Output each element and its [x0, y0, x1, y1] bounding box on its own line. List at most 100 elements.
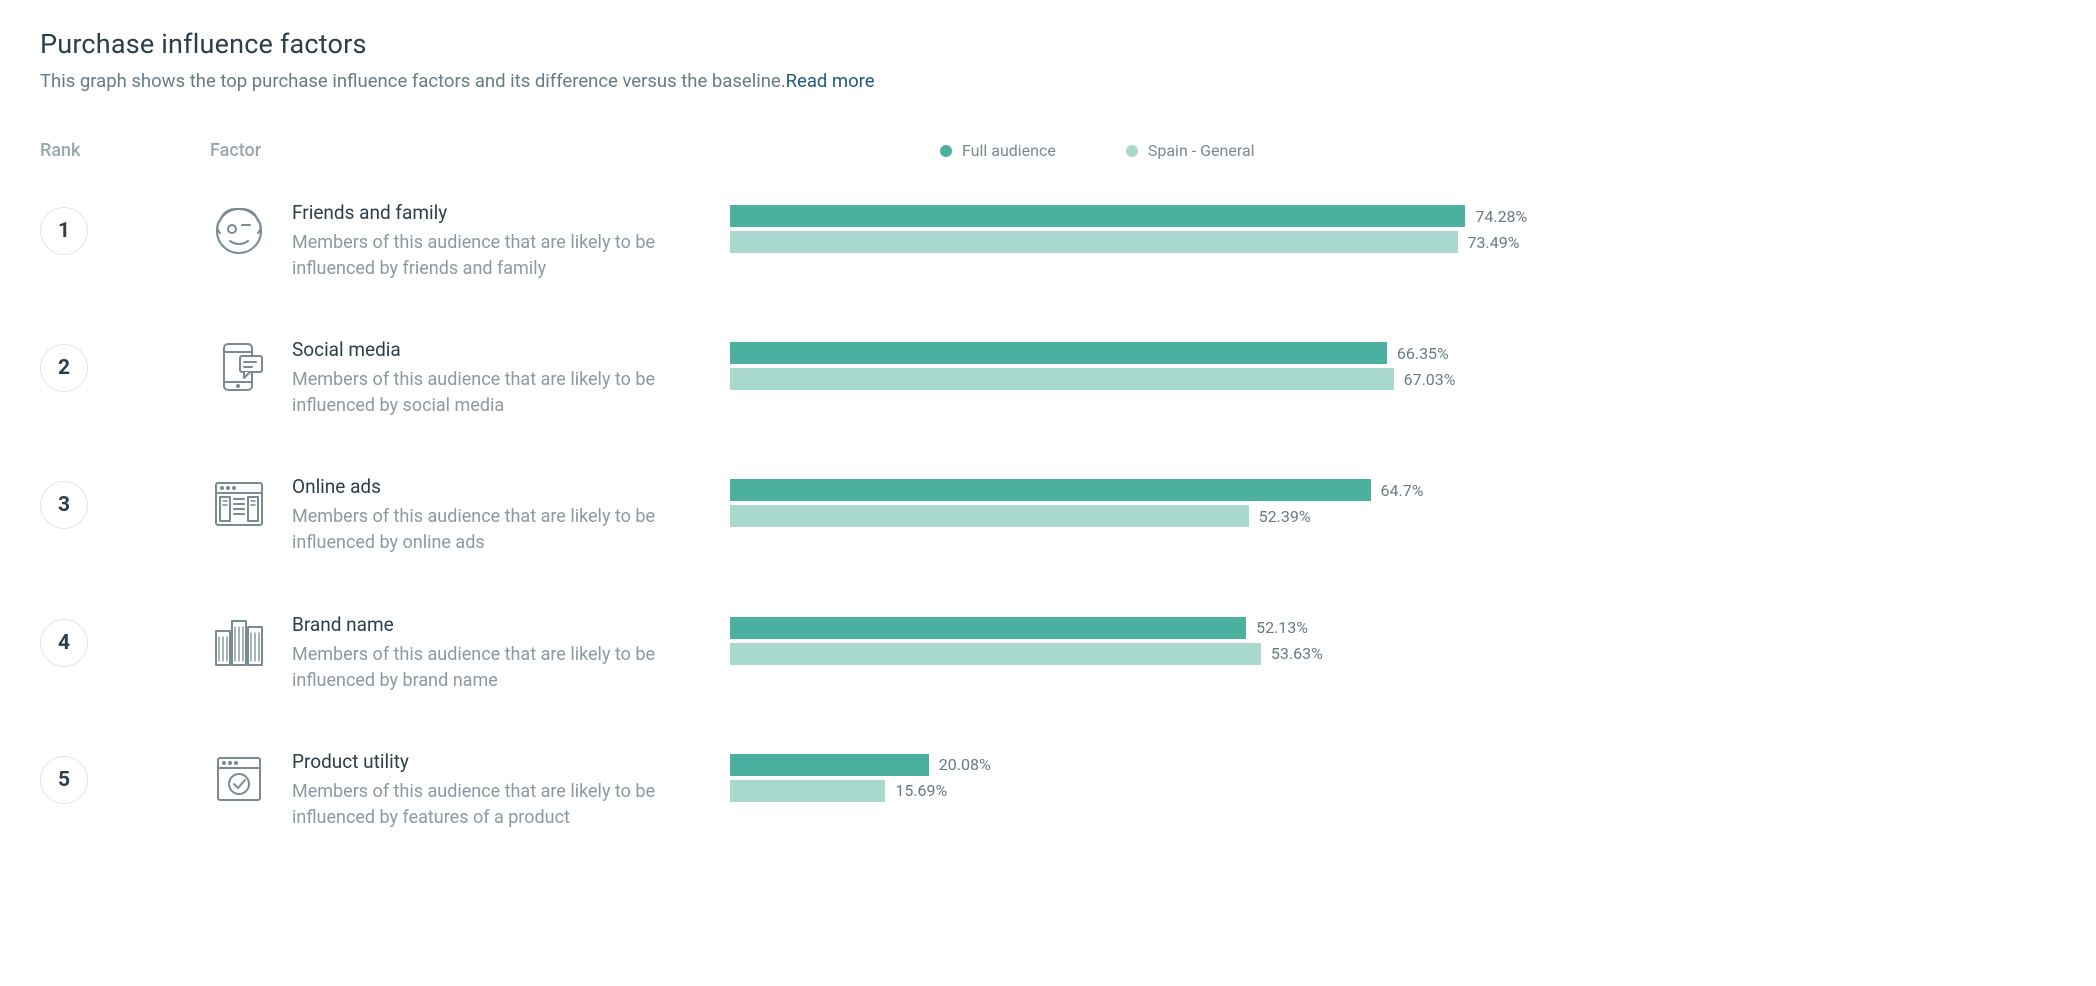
bar-value-label: 15.69%: [895, 781, 947, 800]
legend-swatch: [940, 145, 952, 157]
factor-col: Product utility Members of this audience …: [210, 750, 730, 831]
factor-name: Product utility: [292, 750, 700, 773]
factor-desc: Members of this audience that are likely…: [292, 504, 700, 556]
legend-label: Full audience: [962, 141, 1056, 160]
bar-fill: [730, 505, 1249, 527]
header-factor: Factor: [210, 140, 730, 161]
factor-col: Brand name Members of this audience that …: [210, 613, 730, 694]
bar-line: 52.13%: [730, 617, 2056, 639]
factor-name: Friends and family: [292, 201, 700, 224]
rank-badge: 5: [40, 756, 88, 804]
factor-col: Friends and family Members of this audien…: [210, 201, 730, 282]
rank-col: 3: [40, 475, 210, 529]
bar-line: 15.69%: [730, 780, 2056, 802]
bar-track: [730, 754, 929, 776]
bar-fill: [730, 617, 1246, 639]
bar-fill: [730, 231, 1458, 253]
rank-col: 1: [40, 201, 210, 255]
bar-value-label: 52.39%: [1259, 507, 1311, 526]
bar-value-label: 64.7%: [1381, 481, 1424, 500]
factor-text: Social media Members of this audience tha…: [292, 338, 730, 419]
bar-value-label: 66.35%: [1397, 344, 1449, 363]
bar-fill: [730, 342, 1387, 364]
subtitle-text: This graph shows the top purchase influe…: [40, 70, 786, 92]
rank-col: 2: [40, 338, 210, 392]
buildings-icon: [210, 613, 268, 671]
rank-badge: 1: [40, 207, 88, 255]
bar-track: [730, 479, 1371, 501]
bar-track: [730, 205, 1465, 227]
read-more-link[interactable]: Read more: [786, 70, 875, 92]
factor-desc: Members of this audience that are likely…: [292, 779, 700, 831]
bars-col: 52.13% 53.63%: [730, 613, 2056, 669]
legend-label: Spain - General: [1148, 141, 1255, 160]
bar-track: [730, 617, 1246, 639]
bars-col: 74.28% 73.49%: [730, 201, 2056, 257]
phone-icon: [210, 338, 268, 396]
rank-badge: 2: [40, 344, 88, 392]
bar-line: 73.49%: [730, 231, 2056, 253]
legend-item: Spain - General: [1126, 141, 1255, 160]
factor-row: 4 Brand name Members of this audience that…: [40, 613, 2056, 694]
bar-track: [730, 368, 1394, 390]
page-title: Purchase influence factors: [40, 28, 2056, 60]
utility-icon: [210, 750, 268, 808]
bar-track: [730, 643, 1261, 665]
factor-desc: Members of this audience that are likely…: [292, 367, 700, 419]
factor-row: 5 Product utility Members of this audience…: [40, 750, 2056, 831]
factor-name: Online ads: [292, 475, 700, 498]
rank-badge: 4: [40, 619, 88, 667]
bar-value-label: 53.63%: [1271, 644, 1323, 663]
bar-line: 66.35%: [730, 342, 2056, 364]
ads-icon: [210, 475, 268, 533]
face-icon: [210, 201, 268, 259]
bar-line: 52.39%: [730, 505, 2056, 527]
bar-fill: [730, 205, 1465, 227]
bars-col: 64.7% 52.39%: [730, 475, 2056, 531]
bar-value-label: 20.08%: [939, 755, 991, 774]
bar-value-label: 52.13%: [1256, 618, 1308, 637]
bar-fill: [730, 643, 1261, 665]
chart-rows: 1 Friends and family Members of this audie…: [40, 201, 2056, 831]
factor-text: Online ads Members of this audience that …: [292, 475, 730, 556]
bar-value-label: 74.28%: [1475, 207, 1527, 226]
rank-col: 4: [40, 613, 210, 667]
bar-line: 53.63%: [730, 643, 2056, 665]
bar-track: [730, 505, 1249, 527]
bar-line: 74.28%: [730, 205, 2056, 227]
rank-badge: 3: [40, 481, 88, 529]
factor-name: Brand name: [292, 613, 700, 636]
column-headers: Rank Factor Full audience Spain - General: [40, 140, 2056, 161]
bar-fill: [730, 479, 1371, 501]
factor-text: Friends and family Members of this audien…: [292, 201, 730, 282]
factor-name: Social media: [292, 338, 700, 361]
bar-line: 64.7%: [730, 479, 2056, 501]
factor-col: Online ads Members of this audience that …: [210, 475, 730, 556]
factor-desc: Members of this audience that are likely…: [292, 230, 700, 282]
bars-col: 20.08% 15.69%: [730, 750, 2056, 806]
factor-row: 1 Friends and family Members of this audie…: [40, 201, 2056, 282]
bar-value-label: 73.49%: [1468, 233, 1520, 252]
bar-track: [730, 780, 885, 802]
factor-desc: Members of this audience that are likely…: [292, 642, 700, 694]
bars-col: 66.35% 67.03%: [730, 338, 2056, 394]
bar-track: [730, 342, 1387, 364]
factor-col: Social media Members of this audience tha…: [210, 338, 730, 419]
legend-item: Full audience: [940, 141, 1056, 160]
bar-fill: [730, 780, 885, 802]
rank-col: 5: [40, 750, 210, 804]
header-rank: Rank: [40, 140, 210, 161]
chart-legend: Full audience Spain - General: [940, 141, 1255, 160]
factor-row: 3 Online ads Members of this audience that…: [40, 475, 2056, 556]
bar-fill: [730, 754, 929, 776]
factor-text: Brand name Members of this audience that …: [292, 613, 730, 694]
bar-value-label: 67.03%: [1404, 370, 1456, 389]
bar-line: 67.03%: [730, 368, 2056, 390]
page-subtitle: This graph shows the top purchase influe…: [40, 70, 2056, 92]
bar-line: 20.08%: [730, 754, 2056, 776]
factor-text: Product utility Members of this audience …: [292, 750, 730, 831]
legend-swatch: [1126, 145, 1138, 157]
factor-row: 2 Social media Members of this audience th…: [40, 338, 2056, 419]
bar-track: [730, 231, 1458, 253]
bar-fill: [730, 368, 1394, 390]
